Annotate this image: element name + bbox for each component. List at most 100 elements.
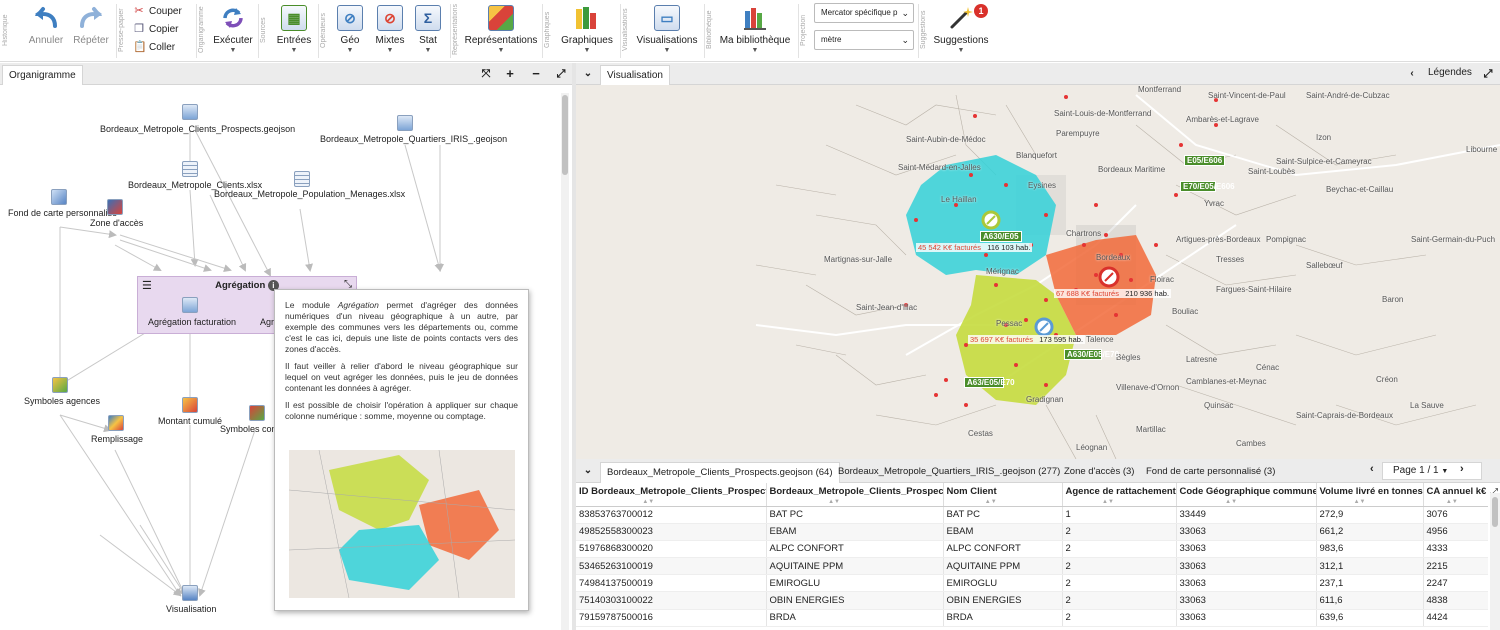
zoom-out-icon[interactable]: −	[532, 66, 540, 81]
library-button[interactable]: Ma bibliothèque ▼	[720, 0, 790, 60]
map-place-label: Gradignan	[1026, 395, 1064, 404]
copy-button[interactable]: ❐ Copier	[133, 21, 178, 37]
table-row[interactable]: 51976868300020 ALPC CONFORT ALPC CONFORT 2 3…	[576, 540, 1488, 559]
column-header[interactable]: Code Géographique commune ▲▼	[1176, 483, 1317, 507]
aggregation-tooltip: Le module Agrégation permet d'agréger de…	[274, 289, 529, 611]
table-row[interactable]: 79159787500016 BRDA BRDA 2 33063 639,6 4424	[576, 609, 1488, 627]
cumulative-node[interactable]	[182, 397, 198, 413]
redo-button[interactable]: Répéter	[70, 0, 112, 60]
map-place-label: Floirac	[1150, 275, 1175, 284]
tab-fond-carte[interactable]: Fond de carte personnalisé (3)	[1146, 466, 1276, 477]
zone-label-south: 35 697 K€ facturés 173 595 hab.	[968, 335, 1086, 344]
legends-button[interactable]: Légendes	[1428, 67, 1472, 78]
column-header[interactable]: ID Bordeaux_Metropole_Clients_Prospects ▲…	[576, 483, 767, 507]
execute-button[interactable]: Exécuter ▼	[210, 0, 256, 60]
symbols-node[interactable]	[249, 405, 265, 421]
undo-button[interactable]: Annuler	[26, 0, 66, 60]
undo-icon	[32, 4, 60, 32]
inputs-label: Entrées	[276, 35, 312, 46]
info-icon[interactable]: i	[267, 280, 279, 291]
fit-icon[interactable]: ⤧	[481, 68, 491, 80]
map-place-label: Fargues-Saint-Hilaire	[1216, 285, 1292, 294]
tab-quartiers[interactable]: Bordeaux_Metropole_Quartiers_IRIS_.geojs…	[838, 466, 1061, 477]
map-place-label: Ambarès-et-Lagrave	[1186, 115, 1259, 124]
chevron-down-icon[interactable]: ⌄	[583, 465, 593, 476]
road-sign: E70/E05/E606	[1180, 181, 1235, 192]
map-place-label: Saint-Médard-en-Jalles	[898, 163, 981, 172]
sigma-icon: Σ	[414, 4, 442, 32]
zoom-in-icon[interactable]: +	[506, 66, 514, 81]
visualisation-node[interactable]	[182, 585, 198, 601]
stat-button[interactable]: Σ Stat ▼	[412, 0, 444, 60]
fill-node[interactable]	[108, 415, 124, 431]
map-view[interactable]: Montferrand Ambarès-et-Lagrave Izon Sain…	[576, 85, 1500, 459]
charts-button[interactable]: Graphiques ▼	[560, 0, 614, 60]
map-place-label: Camblanes-et-Meynac	[1186, 377, 1267, 386]
road-sign: A63/E05/E70	[964, 377, 1015, 388]
table-scrollbar[interactable]	[1490, 493, 1500, 630]
refresh-icon	[219, 4, 247, 32]
next-page-icon[interactable]: ›	[1460, 463, 1464, 475]
expand-icon[interactable]: ⤢	[556, 68, 566, 80]
geo-button[interactable]: ⊘ Géo ▼	[334, 0, 366, 60]
column-header[interactable]: Nom Client ▲▼	[943, 483, 1063, 507]
xlsx-population-node[interactable]	[294, 171, 310, 187]
column-header[interactable]: Agence de rattachement ▲▼	[1062, 483, 1177, 507]
tab-zone-acces[interactable]: Zone d'accès (3)	[1064, 466, 1135, 477]
inputs-button[interactable]: ▦ Entrées ▼	[274, 0, 314, 60]
chevron-left-icon[interactable]: ‹	[1410, 68, 1414, 79]
tooltip-map-preview	[288, 449, 516, 599]
collapse-icon[interactable]: ⤡	[344, 279, 352, 290]
cut-button[interactable]: ✂ Couper	[133, 3, 181, 19]
charts-label: Graphiques	[561, 35, 613, 46]
basemap-node[interactable]	[51, 189, 67, 205]
panel-splitter[interactable]	[572, 63, 576, 630]
node-label-fond: Fond de carte personnalisé	[8, 208, 118, 218]
xlsx-clients-node[interactable]	[182, 161, 198, 177]
unit-select[interactable]: mètre ⌄	[814, 30, 914, 50]
map-place-label: Montferrand	[1138, 85, 1182, 94]
prev-page-icon[interactable]: ‹	[1370, 463, 1374, 475]
flowchart-canvas[interactable]: Bordeaux_Metropole_Clients_Prospects.geo…	[0, 85, 572, 630]
tab-visualisation[interactable]: Visualisation	[600, 65, 670, 85]
chevron-down-icon: ▼	[386, 47, 394, 54]
table-row[interactable]: 49852558300023 EBAM EBAM 2 33063 661,2 4956	[576, 523, 1488, 541]
flowchart-scrollbar[interactable]	[561, 93, 569, 630]
zone-label-north: 45 542 K€ facturés 116 103 hab.	[916, 243, 1033, 252]
projection-select[interactable]: Mercator spécifique p ⌄	[814, 3, 914, 23]
execute-label: Exécuter	[213, 35, 253, 46]
representations-button[interactable]: Représentations ▼	[465, 0, 537, 60]
table-row[interactable]: 53465263100019 AQUITAINE PPM AQUITAINE PPM…	[576, 557, 1488, 576]
paste-button[interactable]: 📋 Coller	[133, 39, 175, 55]
tab-clients-prospects[interactable]: Bordeaux_Metropole_Clients_Prospects.geo…	[600, 462, 840, 483]
column-header[interactable]: Bordeaux_Metropole_Clients_Prospects ▲▼	[766, 483, 944, 507]
aggregation-billing-node[interactable]	[182, 297, 198, 313]
aggregation-title-text: Agrégation	[215, 280, 266, 291]
table-row[interactable]: 75140303100022 OBIN ENERGIES OBIN ENERGIES…	[576, 591, 1488, 610]
flowchart-panel: Organigramme ⤧ + − ⤢	[0, 63, 572, 630]
pager[interactable]: Page 1 / 1 ▼	[1382, 462, 1482, 480]
copy-label: Copier	[149, 23, 179, 35]
expand-icon[interactable]: ⤢	[1490, 487, 1498, 498]
table-row[interactable]: 74984137500019 EMIROGLU EMIROGLU 2 33063 237,…	[576, 574, 1488, 593]
geojson-source-node[interactable]	[182, 104, 198, 120]
suggestions-button[interactable]: Suggestions ▼ 1	[932, 0, 990, 60]
access-zone-node[interactable]	[107, 199, 123, 215]
expand-icon[interactable]: ⤢	[1483, 68, 1493, 80]
tab-organigramme[interactable]: Organigramme	[2, 65, 83, 85]
column-header[interactable]: Volume livré en tonnes ▲▼	[1316, 483, 1424, 507]
symbols-agencies-node[interactable]	[52, 377, 68, 393]
menu-icon[interactable]: ☰	[142, 280, 152, 292]
geojson-quartiers-node[interactable]	[397, 115, 413, 131]
scissors-icon: ✂	[134, 5, 144, 17]
chevron-down-icon[interactable]: ⌄	[583, 68, 593, 79]
tooltip-paragraph-2: Il faut veiller à relier d'abord le nive…	[285, 361, 518, 393]
table-add-icon: ▦	[280, 4, 308, 32]
suggestions-label: Suggestions	[933, 35, 989, 46]
visualisations-label: Visualisations	[636, 35, 698, 46]
column-header[interactable]: CA annuel k€ ▲▼	[1423, 483, 1488, 507]
map-place-label: Yvrac	[1204, 199, 1225, 208]
table-row[interactable]: 83853763700012 BAT PC BAT PC 1 33449 272,9 307…	[576, 506, 1488, 524]
visualisations-button[interactable]: ▭ Visualisations ▼	[636, 0, 698, 60]
mixed-button[interactable]: ⊘ Mixtes ▼	[372, 0, 408, 60]
